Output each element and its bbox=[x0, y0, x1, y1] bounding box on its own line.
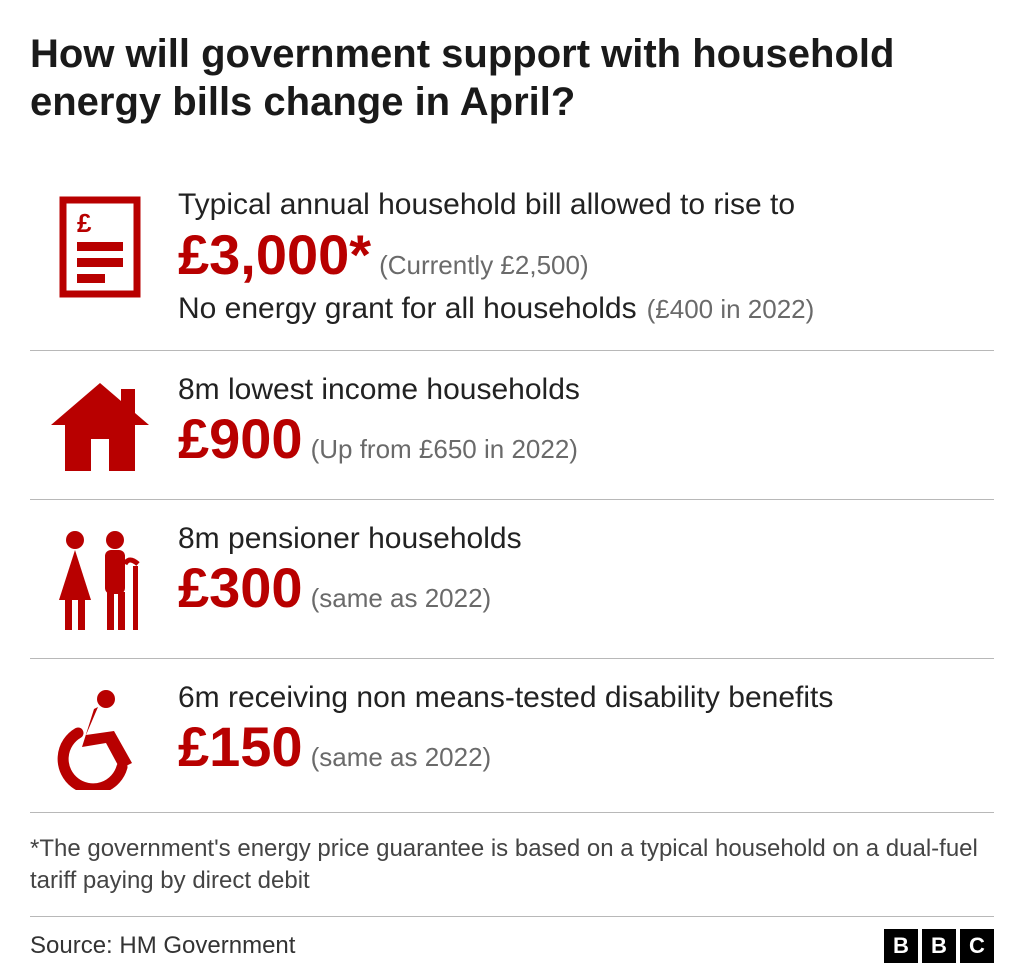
source-text: Source: HM Government bbox=[30, 932, 295, 960]
big-value: £150 bbox=[178, 718, 303, 777]
page-title: How will government support with househo… bbox=[30, 30, 994, 126]
wheelchair-icon bbox=[30, 679, 170, 790]
lead-text: Typical annual household bill allowed to… bbox=[178, 186, 994, 224]
sub-note: (£400 in 2022) bbox=[647, 294, 815, 325]
row-pensioners: 8m pensioner households £300 (same as 20… bbox=[30, 500, 994, 659]
big-value: £900 bbox=[178, 410, 303, 469]
bill-icon: £ bbox=[30, 186, 170, 302]
lead-text: 8m pensioner households bbox=[178, 520, 994, 558]
row-content: 6m receiving non means-tested disability… bbox=[170, 679, 994, 777]
big-value: £300 bbox=[178, 559, 303, 618]
bbc-logo-letter: B bbox=[922, 929, 956, 963]
row-content: 8m pensioner households £300 (same as 20… bbox=[170, 520, 994, 618]
row-content: 8m lowest income households £900 (Up fro… bbox=[170, 371, 994, 469]
big-note: (Up from £650 in 2022) bbox=[311, 434, 578, 465]
big-value: £3,000* bbox=[178, 226, 371, 285]
footer: Source: HM Government B B C bbox=[30, 916, 994, 963]
big-note: (same as 2022) bbox=[311, 742, 492, 773]
row-disability: 6m receiving non means-tested disability… bbox=[30, 659, 994, 813]
big-note: (same as 2022) bbox=[311, 583, 492, 614]
sub-text: No energy grant for all households bbox=[178, 290, 637, 328]
lead-text: 6m receiving non means-tested disability… bbox=[178, 679, 994, 717]
row-content: Typical annual household bill allowed to… bbox=[170, 186, 994, 328]
pensioners-icon bbox=[30, 520, 170, 636]
bbc-logo-letter: B bbox=[884, 929, 918, 963]
row-typical-bill: £ Typical annual household bill allowed … bbox=[30, 166, 994, 351]
row-low-income: 8m lowest income households £900 (Up fro… bbox=[30, 351, 994, 500]
bbc-logo-letter: C bbox=[960, 929, 994, 963]
big-note: (Currently £2,500) bbox=[379, 250, 589, 281]
lead-text: 8m lowest income households bbox=[178, 371, 994, 409]
house-icon bbox=[30, 371, 170, 477]
info-rows: £ Typical annual household bill allowed … bbox=[30, 166, 994, 813]
footnote: *The government's energy price guarantee… bbox=[30, 833, 994, 898]
svg-text:£: £ bbox=[77, 208, 92, 238]
bbc-logo: B B C bbox=[884, 929, 994, 963]
